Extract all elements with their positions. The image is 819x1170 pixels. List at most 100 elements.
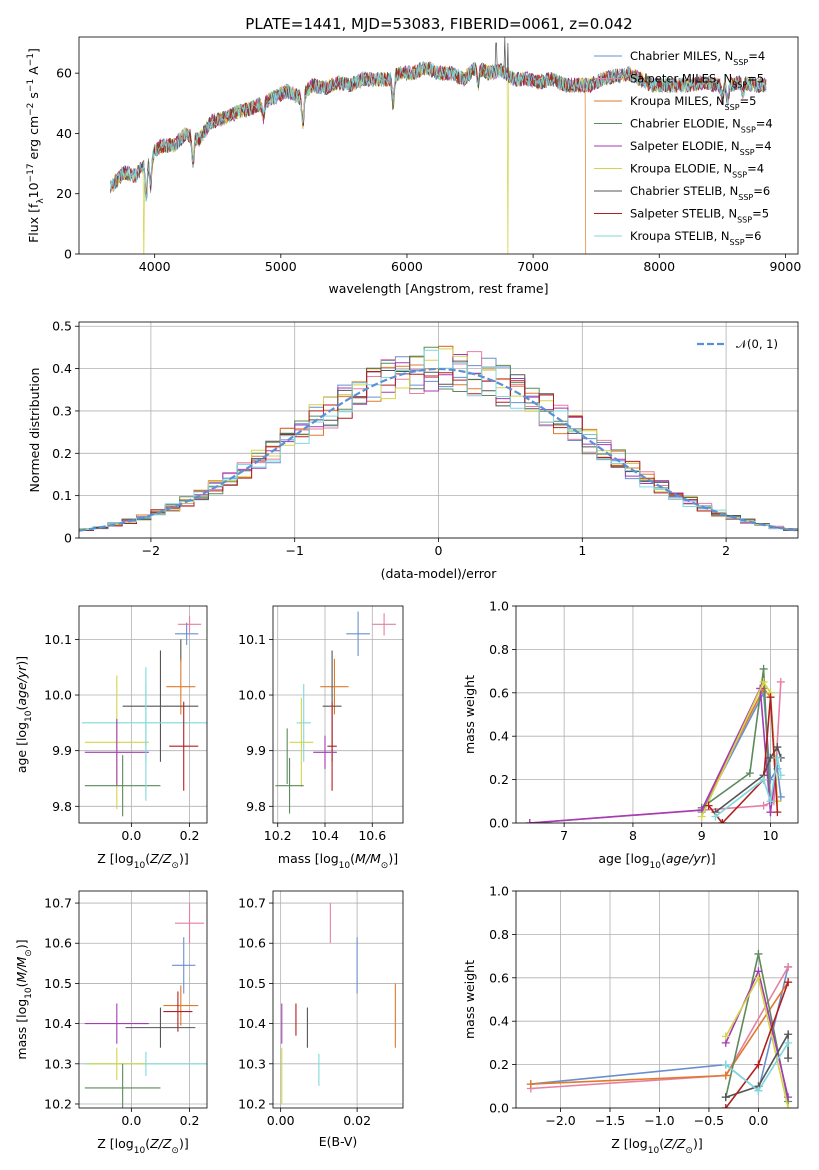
y-tick-label: 10.0 (238, 688, 266, 703)
y-tick-label: 10.5 (44, 976, 72, 991)
y-tick-label: 10.5 (238, 976, 266, 991)
x-tick-label: −1.5 (595, 1113, 625, 1128)
legend-entry: Salpeter ELODIE, NSSP=4 (630, 139, 772, 157)
spectrum-plot: 4000 5000 6000 7000 8000 9000 0 20 40 60 wavelengt… (26, 36, 801, 296)
weight-line-salpeter_elodie (725, 968, 789, 1098)
x-tick-label: −1.0 (644, 1113, 674, 1128)
y-tick-label: 0 (64, 531, 72, 546)
x-axis-label: age [log10(age/yr)] (598, 851, 715, 871)
weight-marker-chabrier_stelib (773, 743, 782, 752)
weight-marker-kroupa_elodie (784, 1104, 793, 1108)
y-tick-label: 10.7 (44, 896, 72, 911)
x-tick-label: 9 (698, 828, 706, 843)
y-tick-label: 9.9 (246, 743, 266, 758)
mass-vs-ebv-plot: 0.00 0.02 10.2 10.3 10.4 10.5 10.6 10.7 E(B-V) (238, 890, 404, 1149)
axes-frame (515, 605, 799, 824)
x-tick-label: −0.5 (694, 1113, 724, 1128)
x-axis-label: E(B-V) (319, 1134, 358, 1149)
x-tick-label: 10 (763, 828, 779, 843)
weight-marker-chabrier_stelib (784, 1030, 793, 1039)
y-tick-label: 10.3 (44, 1056, 72, 1071)
y-tick-label: 10.2 (44, 1096, 72, 1111)
y-tick-label: 0 (64, 247, 72, 262)
y-axis-label: age [log10(age/yr)] (14, 656, 34, 773)
x-tick-label: 0.02 (343, 1113, 371, 1128)
weight-marker-chabrier_elodie (745, 769, 754, 778)
x-tick-label: 1 (578, 543, 586, 558)
normal-curve (79, 367, 798, 532)
x-tick-label: −2.0 (545, 1113, 575, 1128)
weight-line-salpeter_elodie (529, 685, 779, 823)
legend-entry: Chabrier ELODIE, NSSP=4 (630, 117, 773, 135)
mass-vs-metallicity-plot: 0.0 0.2 10.2 10.3 10.4 10.5 10.6 10.7 Z [log10(Z… (14, 890, 208, 1156)
weight-marker-salpeter_miles (759, 801, 768, 810)
x-tick-label: 10.6 (358, 828, 386, 843)
x-axis-label: (data-model)/error (381, 566, 498, 581)
weight-vs-metallicity-plot: −2.0 −1.5 −1.0 −0.5 0.0 0.0 0.2 0.4 0.6 0.8 1.0 Z [… (462, 884, 799, 1156)
y-axis-label: mass [log10(M/M⊙)] (14, 939, 34, 1059)
x-tick-label: 0.0 (121, 828, 141, 843)
weight-marker-kroupa_stelib (773, 753, 782, 762)
axes-frame (78, 36, 799, 255)
y-tick-label: 10.7 (238, 896, 266, 911)
weight-marker-kroupa_stelib (754, 1086, 763, 1095)
grid-lines (273, 891, 403, 1108)
weight-marker-salpeter_stelib (773, 808, 782, 817)
plot-area (79, 345, 798, 533)
plot-area (526, 949, 793, 1108)
y-tick-label: 0.2 (52, 446, 72, 461)
legend-entry: Salpeter MILES, NSSP=5 (630, 72, 764, 90)
plot-area (525, 664, 785, 823)
y-tick-label: 10.4 (44, 1016, 72, 1031)
spectrum-title: PLATE=1441, MJD=53083, FIBERID=0061, z=0… (245, 15, 632, 33)
weight-marker-chabrier_elodie (754, 949, 763, 958)
y-tick-label: 0.0 (489, 816, 509, 831)
y-tick-label: 10.6 (44, 936, 72, 951)
y-tick-label: 10.6 (238, 936, 266, 951)
y-tick-label: 10.0 (44, 688, 72, 703)
x-axis-label: mass [log10(M/M⊙)] (278, 851, 398, 871)
y-tick-label: 0.6 (489, 685, 509, 700)
axes-frame (272, 605, 404, 824)
weight-marker-salpeter_stelib (704, 801, 713, 810)
x-axis-label: Z [log10(Z/Z⊙)] (611, 1136, 702, 1156)
y-tick-label: 0.1 (52, 488, 72, 503)
y-tick-label: 60 (56, 66, 72, 81)
grid-lines (79, 606, 207, 823)
y-tick-label: 0.8 (489, 927, 509, 942)
spectrum-line-salpeter_stelib (110, 61, 767, 195)
legend-entry: Chabrier MILES, NSSP=4 (630, 49, 765, 67)
x-tick-label: 7 (560, 828, 568, 843)
axes-frame (78, 605, 208, 824)
axes-frame (272, 890, 404, 1109)
age-vs-mass-plot: 10.2 10.4 10.6 9.8 9.9 10.0 10.1 mass [log10(M/… (238, 605, 404, 871)
weight-marker-salpeter_stelib (784, 978, 793, 987)
weight-marker-chabrier_miles (776, 792, 785, 801)
grid-lines (516, 605, 798, 824)
weight-marker-kroupa_elodie (754, 973, 763, 982)
y-axis-label: Flux [fλ10−17 erg cm−2 s−1 A−1] (26, 48, 46, 243)
weight-marker-salpeter_stelib (754, 1060, 763, 1069)
y-tick-label: 0.8 (489, 642, 509, 657)
plot-area (275, 611, 396, 814)
axes-frame (78, 890, 208, 1109)
y-tick-label: 0.4 (52, 361, 72, 376)
y-tick-label: 10.1 (238, 632, 266, 647)
plot-area (110, 37, 767, 254)
x-tick-label: 7000 (517, 259, 549, 274)
x-tick-label: 2 (722, 543, 730, 558)
legend-normal-label: 𝒩(0, 1) (736, 337, 778, 351)
x-tick-label: 10.2 (264, 828, 292, 843)
histogram-kroupa_stelib (79, 349, 798, 532)
weight-marker-kroupa_miles (721, 1071, 730, 1080)
weight-marker-kroupa_stelib (784, 1038, 793, 1047)
x-tick-label: 8000 (643, 259, 675, 274)
legend-entry: Kroupa STELIB, NSSP=6 (630, 229, 761, 247)
weight-marker-kroupa_elodie (759, 677, 768, 686)
y-tick-label: 9.8 (246, 799, 266, 814)
weight-marker-salpeter_elodie (525, 819, 534, 823)
y-tick-label: 0.2 (489, 772, 509, 787)
x-tick-label: −2 (142, 543, 160, 558)
x-tick-label: 5000 (265, 259, 297, 274)
y-tick-label: 10.3 (238, 1056, 266, 1071)
